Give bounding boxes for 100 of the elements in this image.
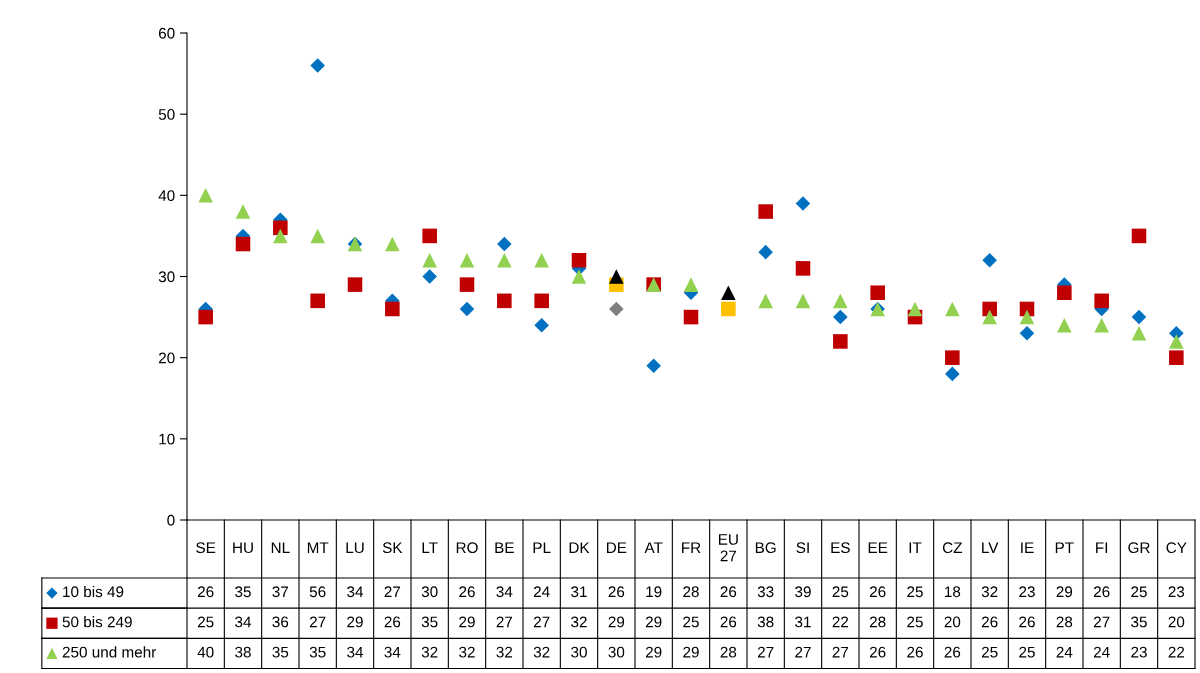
legend-label: 250 und mehr xyxy=(62,646,157,658)
data-label: 24 xyxy=(1056,646,1073,658)
data-label: 25 xyxy=(832,586,849,598)
point xyxy=(1094,293,1109,309)
data-label: 32 xyxy=(496,646,513,658)
data-label: 29 xyxy=(645,646,662,658)
data-label: 27 xyxy=(832,646,849,658)
x-tick-label: EU 27 xyxy=(718,534,738,562)
point xyxy=(982,252,997,268)
data-label: 35 xyxy=(1131,616,1147,628)
data-label: 26 xyxy=(608,586,625,598)
data-label: 23 xyxy=(1131,646,1147,658)
point xyxy=(982,309,997,325)
data-label: 23 xyxy=(1168,586,1185,598)
point xyxy=(683,277,699,292)
data-label: 25 xyxy=(981,646,998,658)
x-tick-label: DK xyxy=(569,542,590,553)
data-label: 24 xyxy=(533,586,550,597)
point xyxy=(1169,334,1184,349)
data-label: 26 xyxy=(197,586,214,598)
x-tick-label: PT xyxy=(1055,542,1074,553)
point xyxy=(945,350,960,365)
data-label: 27 xyxy=(496,616,513,628)
data-label: 25 xyxy=(1131,586,1147,598)
data-label: 22 xyxy=(832,616,849,628)
data-label: 32 xyxy=(533,646,550,658)
point xyxy=(833,334,848,349)
y-tick-label: 50 xyxy=(158,109,175,120)
x-tick-label: MT xyxy=(307,542,329,553)
data-label: 25 xyxy=(683,616,699,628)
legend-label: 10 bis 49 xyxy=(63,585,124,598)
data-label: 23 xyxy=(1019,586,1035,598)
x-tick-label: ES xyxy=(831,542,850,554)
data-label: 32 xyxy=(421,646,438,658)
point xyxy=(235,236,251,252)
point xyxy=(795,196,811,211)
point xyxy=(571,269,587,284)
data-label: 26 xyxy=(459,586,475,598)
x-tick-label: SE xyxy=(196,542,216,554)
data-label: 20 xyxy=(944,616,961,628)
data-label: 18 xyxy=(945,586,961,598)
data-label: 30 xyxy=(608,646,625,658)
data-label: 29 xyxy=(645,616,662,628)
data-label: 28 xyxy=(869,616,886,628)
data-label: 26 xyxy=(907,646,923,658)
data-label: 28 xyxy=(1056,616,1073,628)
y-tick-label: 10 xyxy=(159,433,175,445)
point xyxy=(721,285,736,301)
x-tick-label: NL xyxy=(271,542,290,553)
point xyxy=(198,188,213,203)
data-label: 27 xyxy=(384,586,401,597)
data-label: 34 xyxy=(235,616,252,628)
point xyxy=(497,252,512,268)
data-label: 26 xyxy=(869,646,886,658)
point xyxy=(1169,350,1184,365)
x-tick-label: FI xyxy=(1096,542,1108,553)
data-label: 25 xyxy=(1019,646,1035,658)
data-label: 29 xyxy=(608,616,625,628)
point xyxy=(347,277,363,292)
data-label: 26 xyxy=(384,616,401,628)
x-tick-label: BE xyxy=(495,542,514,553)
data-label: 30 xyxy=(421,586,438,598)
point xyxy=(459,301,475,317)
data-label: 29 xyxy=(459,616,475,628)
point xyxy=(1131,326,1147,341)
point xyxy=(758,204,773,219)
data-label: 28 xyxy=(720,646,737,658)
text: 25 xyxy=(907,586,923,598)
point xyxy=(945,301,960,317)
point xyxy=(422,269,437,284)
legend-label: 50 bis 249 xyxy=(62,616,132,628)
point xyxy=(459,252,475,268)
point xyxy=(385,236,400,252)
data-label: 26 xyxy=(944,646,961,658)
x-tick-label: CZ xyxy=(942,542,963,554)
point xyxy=(1019,326,1035,341)
data-label: 34 xyxy=(384,646,401,658)
x-tick-label: PL xyxy=(533,542,551,553)
x-tick-label: AT xyxy=(644,542,663,553)
data-label: 35 xyxy=(421,616,438,628)
x-tick-label: LV xyxy=(982,542,999,553)
data-label: 22 xyxy=(1168,646,1185,658)
point xyxy=(459,277,475,292)
point xyxy=(385,301,400,317)
point xyxy=(497,293,512,309)
data-label: 32 xyxy=(571,616,587,628)
x-tick-label: FR xyxy=(682,542,701,553)
point xyxy=(422,228,437,244)
point xyxy=(795,293,811,309)
data-label: 25 xyxy=(197,616,214,628)
x-tick-label: IT xyxy=(909,542,922,553)
point xyxy=(1131,228,1147,244)
data-label: 56 xyxy=(309,586,326,598)
data-label: 31 xyxy=(795,616,811,628)
point xyxy=(609,269,624,284)
data-label: 35 xyxy=(272,646,289,658)
data-label: 40 xyxy=(197,646,214,658)
data-label: 39 xyxy=(795,586,811,598)
point xyxy=(1057,317,1072,333)
point xyxy=(945,366,960,382)
